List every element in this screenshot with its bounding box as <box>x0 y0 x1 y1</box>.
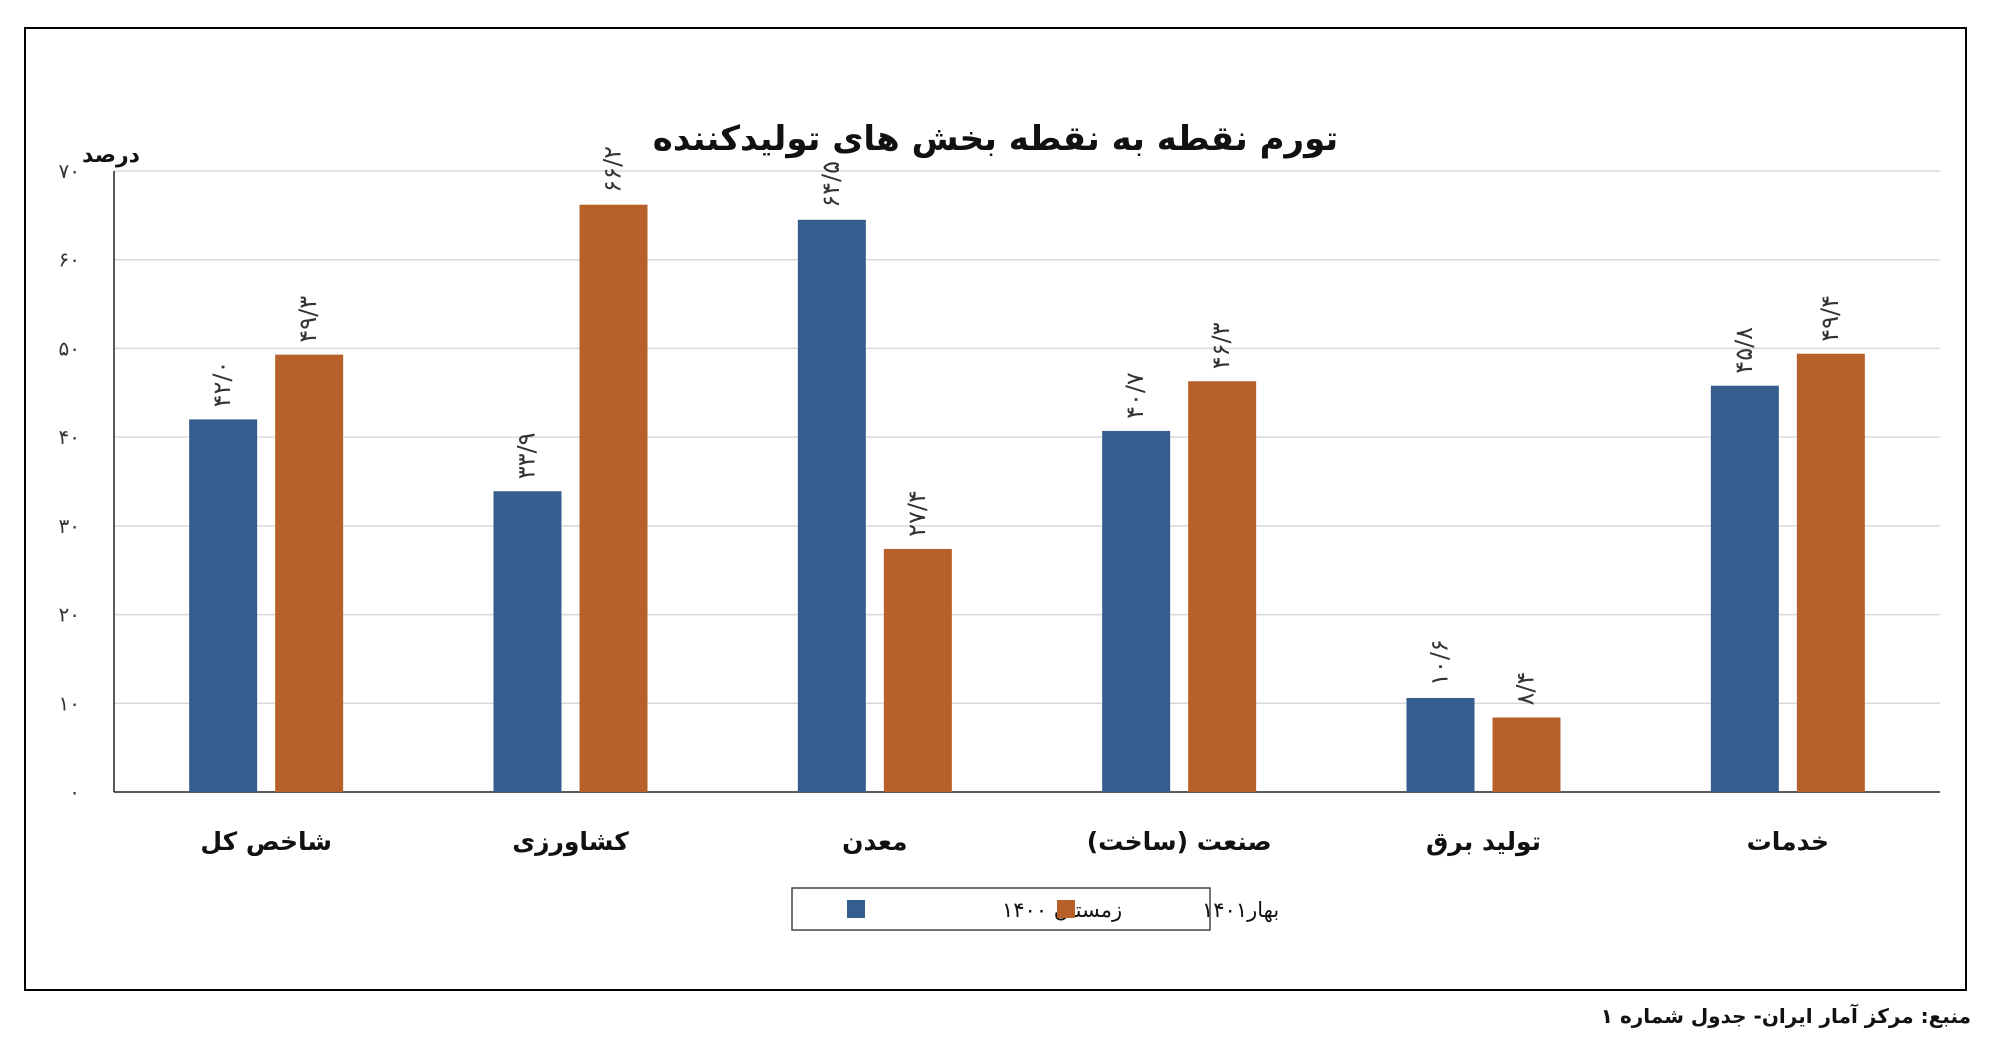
bar <box>1188 381 1257 792</box>
bar <box>493 491 562 792</box>
chart-frame: تورم نقطه به نقطه بخش های تولیدکننده درص… <box>24 27 1967 991</box>
data-label: ۸/۴ <box>1512 672 1540 706</box>
bar <box>797 219 866 793</box>
bar <box>275 354 344 792</box>
bar <box>883 548 952 792</box>
data-label: ۴۹/۳ <box>294 296 322 343</box>
data-label: ۱۰/۶ <box>1426 639 1454 686</box>
source-note: منبع: مرکز آمار ایران- جدول شماره ۱ <box>1600 1004 1971 1028</box>
bar <box>1102 430 1171 792</box>
legend-swatch <box>1057 900 1075 918</box>
data-label: ۴۶/۳ <box>1207 322 1235 369</box>
data-label: ۲۷/۴ <box>903 490 931 537</box>
bar <box>1492 717 1561 792</box>
x-category-label: خدمات <box>1747 827 1829 856</box>
y-tick-label: ۰ <box>69 780 80 804</box>
y-axis-unit-label: درصد <box>82 143 140 168</box>
x-category-label: کشاورزی <box>512 827 629 857</box>
data-label: ۴۰/۷ <box>1121 372 1149 419</box>
y-tick-label: ۱۰ <box>59 691 80 715</box>
x-category-label: شاخص کل <box>200 827 332 856</box>
y-tick-label: ۷۰ <box>59 159 80 183</box>
y-tick-label: ۶۰ <box>59 248 80 272</box>
bar <box>1710 385 1779 792</box>
data-label: ۴۵/۸ <box>1730 327 1758 374</box>
y-tick-label: ۲۰ <box>59 603 80 627</box>
bar <box>579 204 648 792</box>
y-tick-label: ۳۰ <box>59 514 80 538</box>
legend-swatch <box>847 900 865 918</box>
data-label: ۴۲/۰ <box>208 361 236 408</box>
bar <box>189 419 258 792</box>
legend-label: بهار۱۴۰۱ <box>1202 898 1279 922</box>
chart-title: تورم نقطه به نقطه بخش های تولیدکننده <box>652 119 1339 159</box>
bar-chart-plot: ۰ ۱۰ ۲۰ ۳۰ ۴۰ ۵۰ ۶۰ ۷۰ ۴۲/۰ ۴۹/۳ شاخص کل ۳۳/۹ ۶۶/۲ کش… <box>59 146 1940 931</box>
bar <box>1406 697 1475 792</box>
data-label: ۶۴/۵ <box>817 161 845 208</box>
y-tick-label: ۵۰ <box>59 336 80 360</box>
x-category-label: تولید برق <box>1426 827 1541 857</box>
data-label: ۴۹/۴ <box>1816 295 1844 342</box>
data-label: ۶۶/۲ <box>599 146 627 193</box>
bar <box>1796 353 1865 792</box>
y-tick-label: ۴۰ <box>59 425 80 449</box>
x-category-label: صنعت (ساخت) <box>1087 827 1272 856</box>
x-category-label: معدن <box>842 827 907 856</box>
data-label: ۳۳/۹ <box>513 432 541 479</box>
